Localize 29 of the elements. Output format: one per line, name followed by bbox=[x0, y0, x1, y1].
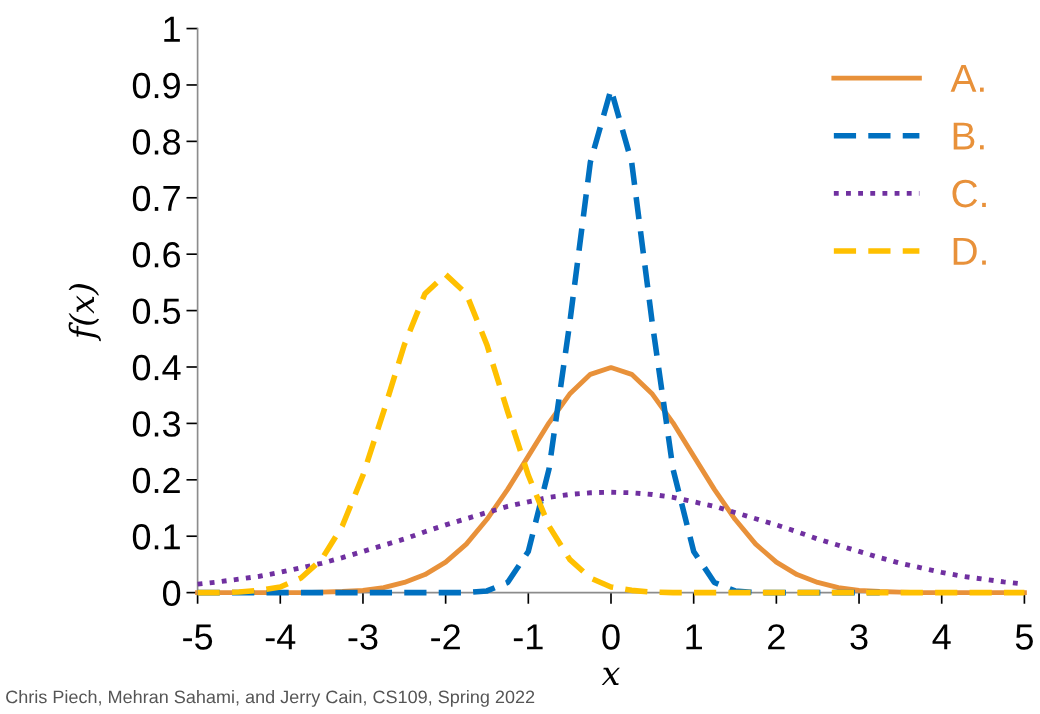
x-tick-label: 2 bbox=[768, 624, 785, 650]
x-tick-label: -1 bbox=[513, 624, 543, 650]
x-tick-label: 3 bbox=[850, 624, 868, 650]
y-tick-label: 0.7 bbox=[132, 185, 180, 212]
y-tick-label: 0.5 bbox=[132, 298, 181, 325]
y-tick-label: 0 bbox=[162, 580, 181, 607]
legend-label: A. bbox=[950, 64, 984, 92]
y-tick-label: 0.2 bbox=[132, 467, 180, 494]
x-tick-label: -4 bbox=[265, 624, 296, 650]
y-tick-label: 0.6 bbox=[132, 242, 181, 268]
x-axis-title: x bbox=[601, 667, 620, 685]
x-tick-label: 0 bbox=[602, 624, 620, 650]
y-tick-label: 0.1 bbox=[132, 524, 180, 550]
y-tick-label: 0.4 bbox=[132, 354, 181, 381]
y-tick-label: 0.3 bbox=[132, 411, 181, 437]
y-tick-label: 1 bbox=[164, 16, 180, 42]
legend-label: C. bbox=[952, 179, 986, 208]
x-tick-label: 4 bbox=[932, 624, 951, 650]
legend-label: D. bbox=[953, 237, 986, 265]
x-tick-label: 5 bbox=[1015, 624, 1033, 650]
x-tick-label: -5 bbox=[183, 624, 213, 650]
y-tick-label: 0.9 bbox=[132, 72, 180, 99]
y-axis-title: f(x) bbox=[68, 284, 101, 342]
y-tick-label: 0.8 bbox=[132, 129, 181, 155]
x-tick-label: -2 bbox=[431, 624, 460, 650]
x-tick-label: 1 bbox=[686, 624, 702, 650]
legend-label: B. bbox=[953, 122, 984, 150]
text: Chris Piech, Mehran Sahami, and Jerry Cain, CS109, Spring 2022 bbox=[6, 690, 535, 707]
x-tick-label: -3 bbox=[348, 624, 378, 650]
